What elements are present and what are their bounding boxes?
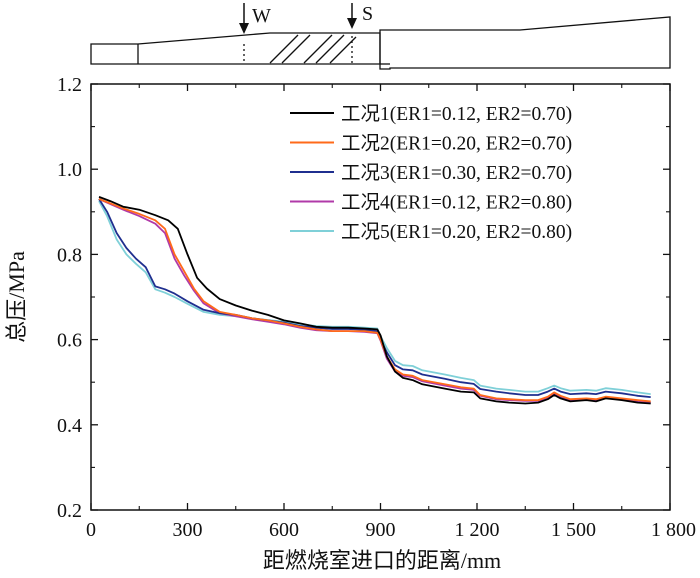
x-tick-label: 300 xyxy=(173,519,203,541)
schematic-front-section xyxy=(90,32,381,65)
marker-s-label: S xyxy=(362,3,373,25)
y-axis: 0.2 0.4 0.6 0.8 1.0 1.2 xyxy=(57,74,670,522)
y-tick-label: 0.8 xyxy=(57,244,82,266)
legend-entry: 工况2(ER1=0.20, ER2=0.70) xyxy=(341,134,572,155)
schematic-hatch-5 xyxy=(329,36,357,64)
x-tick-label: 0 xyxy=(86,519,96,541)
y-axis-title: 总压/MPa xyxy=(4,251,29,343)
y-tick-label: 1.0 xyxy=(57,159,82,181)
schematic-hatch-1 xyxy=(269,34,299,64)
x-tick-label: 1 800 xyxy=(651,519,696,541)
x-tick-label: 600 xyxy=(269,519,299,541)
x-tick-label: 900 xyxy=(366,519,396,541)
schematic-hatch-3 xyxy=(303,34,333,64)
legend-entry: 工况3(ER1=0.30, ER2=0.70) xyxy=(341,163,572,184)
y-tick-label: 0.4 xyxy=(57,415,82,437)
series-line-5 xyxy=(98,200,651,395)
schematic-rear-section xyxy=(379,16,671,70)
y-tick-label: 0.6 xyxy=(57,330,82,352)
y-tick-label: 1.2 xyxy=(57,74,82,96)
legend-entry: 工况5(ER1=0.20, ER2=0.80) xyxy=(341,222,572,243)
combustor-schematic xyxy=(90,16,671,70)
x-tick-label: 1 500 xyxy=(551,519,596,541)
series-lines xyxy=(98,196,651,405)
series-line-1 xyxy=(98,196,651,405)
x-tick-label: 1 200 xyxy=(455,519,500,541)
schematic-hatch-4 xyxy=(315,34,345,64)
schematic-hatch-2 xyxy=(281,34,311,64)
x-axis: 0 300 600 900 1 200 1 500 1 800 xyxy=(86,84,696,541)
x-axis-title: 距燃烧室进口的距离/mm xyxy=(263,548,501,573)
marker-s: S xyxy=(347,3,373,29)
legend-entry: 工况4(ER1=0.12, ER2=0.80) xyxy=(341,193,572,214)
marker-w: W xyxy=(239,3,271,34)
marker-w-label: W xyxy=(252,5,271,27)
legend: 工况1(ER1=0.12, ER2=0.70) 工况2(ER1=0.20, ER2… xyxy=(290,104,572,243)
y-tick-label: 0.2 xyxy=(57,500,82,522)
legend-entry: 工况1(ER1=0.12, ER2=0.70) xyxy=(341,104,572,125)
